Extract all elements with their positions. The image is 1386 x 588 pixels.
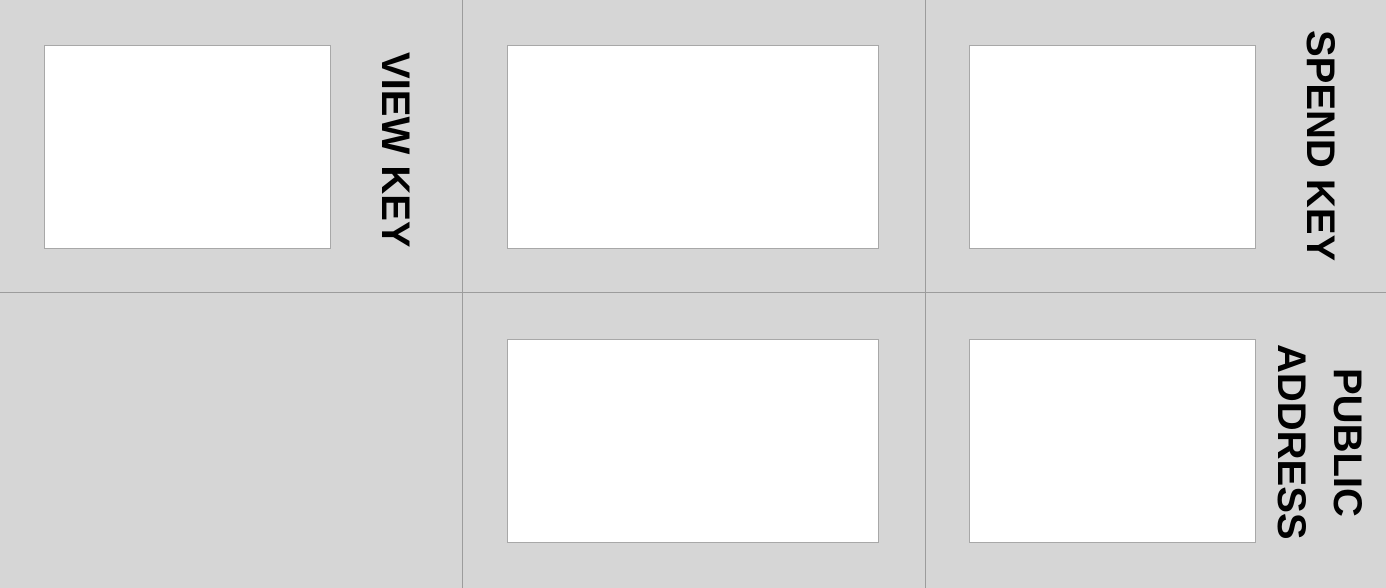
public-address-label-line2: ADDRESS bbox=[1269, 344, 1313, 540]
grid-divider-horizontal bbox=[0, 292, 1386, 293]
grid-divider-vertical-2 bbox=[925, 0, 926, 588]
public-address-qr-box bbox=[969, 339, 1256, 543]
view-key-text-box bbox=[507, 45, 879, 249]
grid-divider-vertical-1 bbox=[462, 0, 463, 588]
spend-key-label: SPEND KEY bbox=[1298, 30, 1342, 262]
spend-key-qr-box bbox=[969, 45, 1256, 249]
view-key-label: VIEW KEY bbox=[373, 52, 417, 248]
view-key-qr-box bbox=[44, 45, 331, 249]
public-address-label-line1: PUBLIC bbox=[1325, 367, 1369, 517]
public-address-text-box bbox=[507, 339, 879, 543]
